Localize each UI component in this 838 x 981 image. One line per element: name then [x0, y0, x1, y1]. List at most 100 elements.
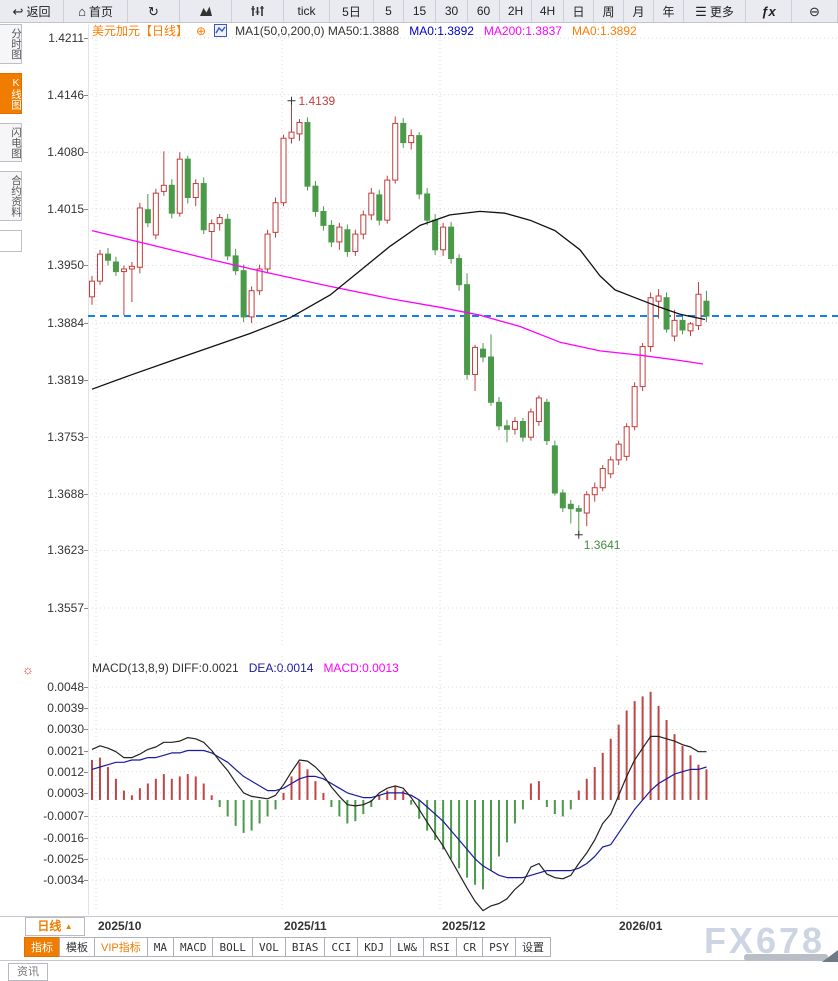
sidebar-tab-contract-info[interactable]: 合约资料	[0, 171, 22, 221]
xaxis-label: 2025/10	[98, 919, 142, 933]
annotation-text: 1.4139	[299, 94, 336, 108]
candle-body	[591, 487, 598, 496]
ma200-line	[91, 229, 704, 365]
refresh-icon: ↻	[148, 3, 159, 19]
macd-value-0: MACD(13,8,9) DIFF:0.0021	[92, 660, 239, 675]
candle-body	[432, 219, 439, 251]
candle-body	[192, 183, 199, 198]
tab-cr[interactable]: CR	[455, 937, 484, 957]
period-month-button[interactable]: 月	[624, 0, 654, 22]
macd-gridlines	[88, 686, 838, 881]
period-15m-button[interactable]: 15	[404, 0, 436, 22]
candle-body	[89, 280, 95, 298]
candle-body	[128, 265, 135, 270]
tab-ma[interactable]: MA	[146, 937, 174, 957]
sidebar-tab-kline-chart[interactable]: K线图	[0, 72, 22, 114]
candle-body	[607, 459, 614, 475]
tab-macd[interactable]: MACD	[172, 937, 214, 957]
period-4h-button[interactable]: 4H	[532, 0, 564, 22]
axis-label: 1.3623	[47, 543, 84, 558]
candle-body	[352, 233, 359, 253]
tab-vip-indicators[interactable]: VIP指标	[94, 937, 148, 957]
candle-body	[416, 135, 423, 195]
axis-tick	[84, 94, 88, 96]
refresh-button[interactable]: ↻	[128, 0, 180, 22]
fx-button-label: ƒx	[761, 3, 776, 19]
candle-body	[480, 348, 487, 358]
candle-body	[559, 492, 566, 509]
period-5m-button[interactable]: 5	[374, 0, 404, 22]
horizontal-scrollbar[interactable]	[744, 954, 828, 961]
period-week-button-label: 周	[602, 4, 615, 19]
period-day-button-label: 日	[572, 4, 585, 19]
home-button[interactable]: ⌂ 首页	[64, 0, 128, 22]
period-5m-button-label: 5	[385, 4, 392, 18]
tick-button-label: tick	[297, 4, 316, 18]
tab-lw[interactable]: LW&	[390, 937, 424, 957]
axis-label: 1.3950	[47, 258, 84, 273]
price-gridlines	[88, 37, 838, 609]
candle-body	[208, 223, 215, 232]
macd-chart[interactable]	[88, 652, 838, 914]
tab-psy[interactable]: PSY	[482, 937, 516, 957]
axis-label: -0.0034	[43, 873, 84, 887]
period-year-button[interactable]: 年	[654, 0, 684, 22]
candle-body	[408, 135, 415, 144]
period-30m-button[interactable]: 30	[436, 0, 468, 22]
tab-vol[interactable]: VOL	[251, 937, 286, 957]
fx-button[interactable]: ƒx	[746, 0, 792, 22]
resize-grip-icon[interactable]	[822, 950, 838, 962]
ma-settings-icon[interactable]	[214, 24, 228, 37]
tab-boll[interactable]: BOLL	[212, 937, 253, 957]
back-button[interactable]: ↩ 返回	[0, 0, 64, 22]
tab-rsi[interactable]: RSI	[422, 937, 457, 957]
period-2h-button[interactable]: 2H	[500, 0, 532, 22]
xaxis-label: 2025/12	[442, 919, 486, 933]
axis-tick	[84, 792, 88, 794]
period-5d-button-label: 5日	[342, 4, 361, 19]
candle-body	[304, 122, 311, 187]
tab-settings[interactable]: 设置	[514, 937, 551, 957]
ma-values: MA1(50,0,200,0) MA50:1.3888 MA0:1.3892 MA2…	[235, 24, 647, 38]
candle-body	[296, 122, 303, 135]
month-gridlines	[95, 28, 618, 648]
tab-cci[interactable]: CCI	[324, 937, 359, 957]
expand-icon[interactable]: ⊕	[196, 23, 207, 38]
candle-body	[695, 293, 702, 327]
period-dropdown[interactable]: 日线 ▲	[25, 917, 85, 936]
tab-templates[interactable]: 模板	[59, 937, 95, 957]
candle-body	[400, 122, 407, 144]
sidebar-empty-slot	[0, 230, 22, 252]
candlestick-chart-button[interactable]	[232, 0, 284, 22]
axis-tick	[84, 38, 88, 39]
axis-label: 1.3884	[47, 316, 84, 330]
news-tab[interactable]: 资讯	[8, 963, 48, 981]
axis-label: -0.0025	[43, 851, 84, 866]
candle-body	[631, 386, 638, 428]
sidebar-tab-lightning-chart[interactable]: 闪电图	[0, 122, 22, 162]
period-60m-button[interactable]: 60	[468, 0, 500, 22]
axis-label: 0.0012	[47, 764, 84, 779]
sidebar-tab-time-chart[interactable]: 分时图	[0, 24, 22, 64]
area-chart-button[interactable]	[180, 0, 232, 22]
tab-bias[interactable]: BIAS	[284, 937, 326, 957]
period-week-button[interactable]: 周	[594, 0, 624, 22]
indicator-settings-icon[interactable]: ☼	[22, 662, 34, 677]
period-day-button[interactable]: 日	[564, 0, 594, 22]
chart-type-sidebar: 分时图 K线图闪电图合约资料	[0, 24, 23, 252]
indicator-tabbar: 指标 模板 VIP指标 MA MACD BOLL VOL BIAS CCI KDJ LW& RSI CR…	[24, 937, 551, 958]
candle-body	[599, 468, 606, 489]
period-5d-button[interactable]: 5日	[330, 0, 374, 22]
candle-body	[248, 290, 255, 318]
candle-body	[551, 445, 558, 494]
xaxis-row	[0, 916, 838, 937]
candlestick-chart[interactable]: 1.4139 1.3641	[88, 24, 838, 652]
tab-kdj[interactable]: KDJ	[357, 937, 392, 957]
tab-indicators[interactable]: 指标	[24, 937, 60, 957]
tick-button[interactable]: tick	[284, 0, 330, 22]
zoom-out-button[interactable]: ⊖	[792, 0, 838, 22]
more-button[interactable]: ☰ 更多	[684, 0, 746, 22]
candle-body	[136, 207, 143, 268]
candle-body	[280, 137, 287, 204]
candle-body	[575, 508, 582, 512]
